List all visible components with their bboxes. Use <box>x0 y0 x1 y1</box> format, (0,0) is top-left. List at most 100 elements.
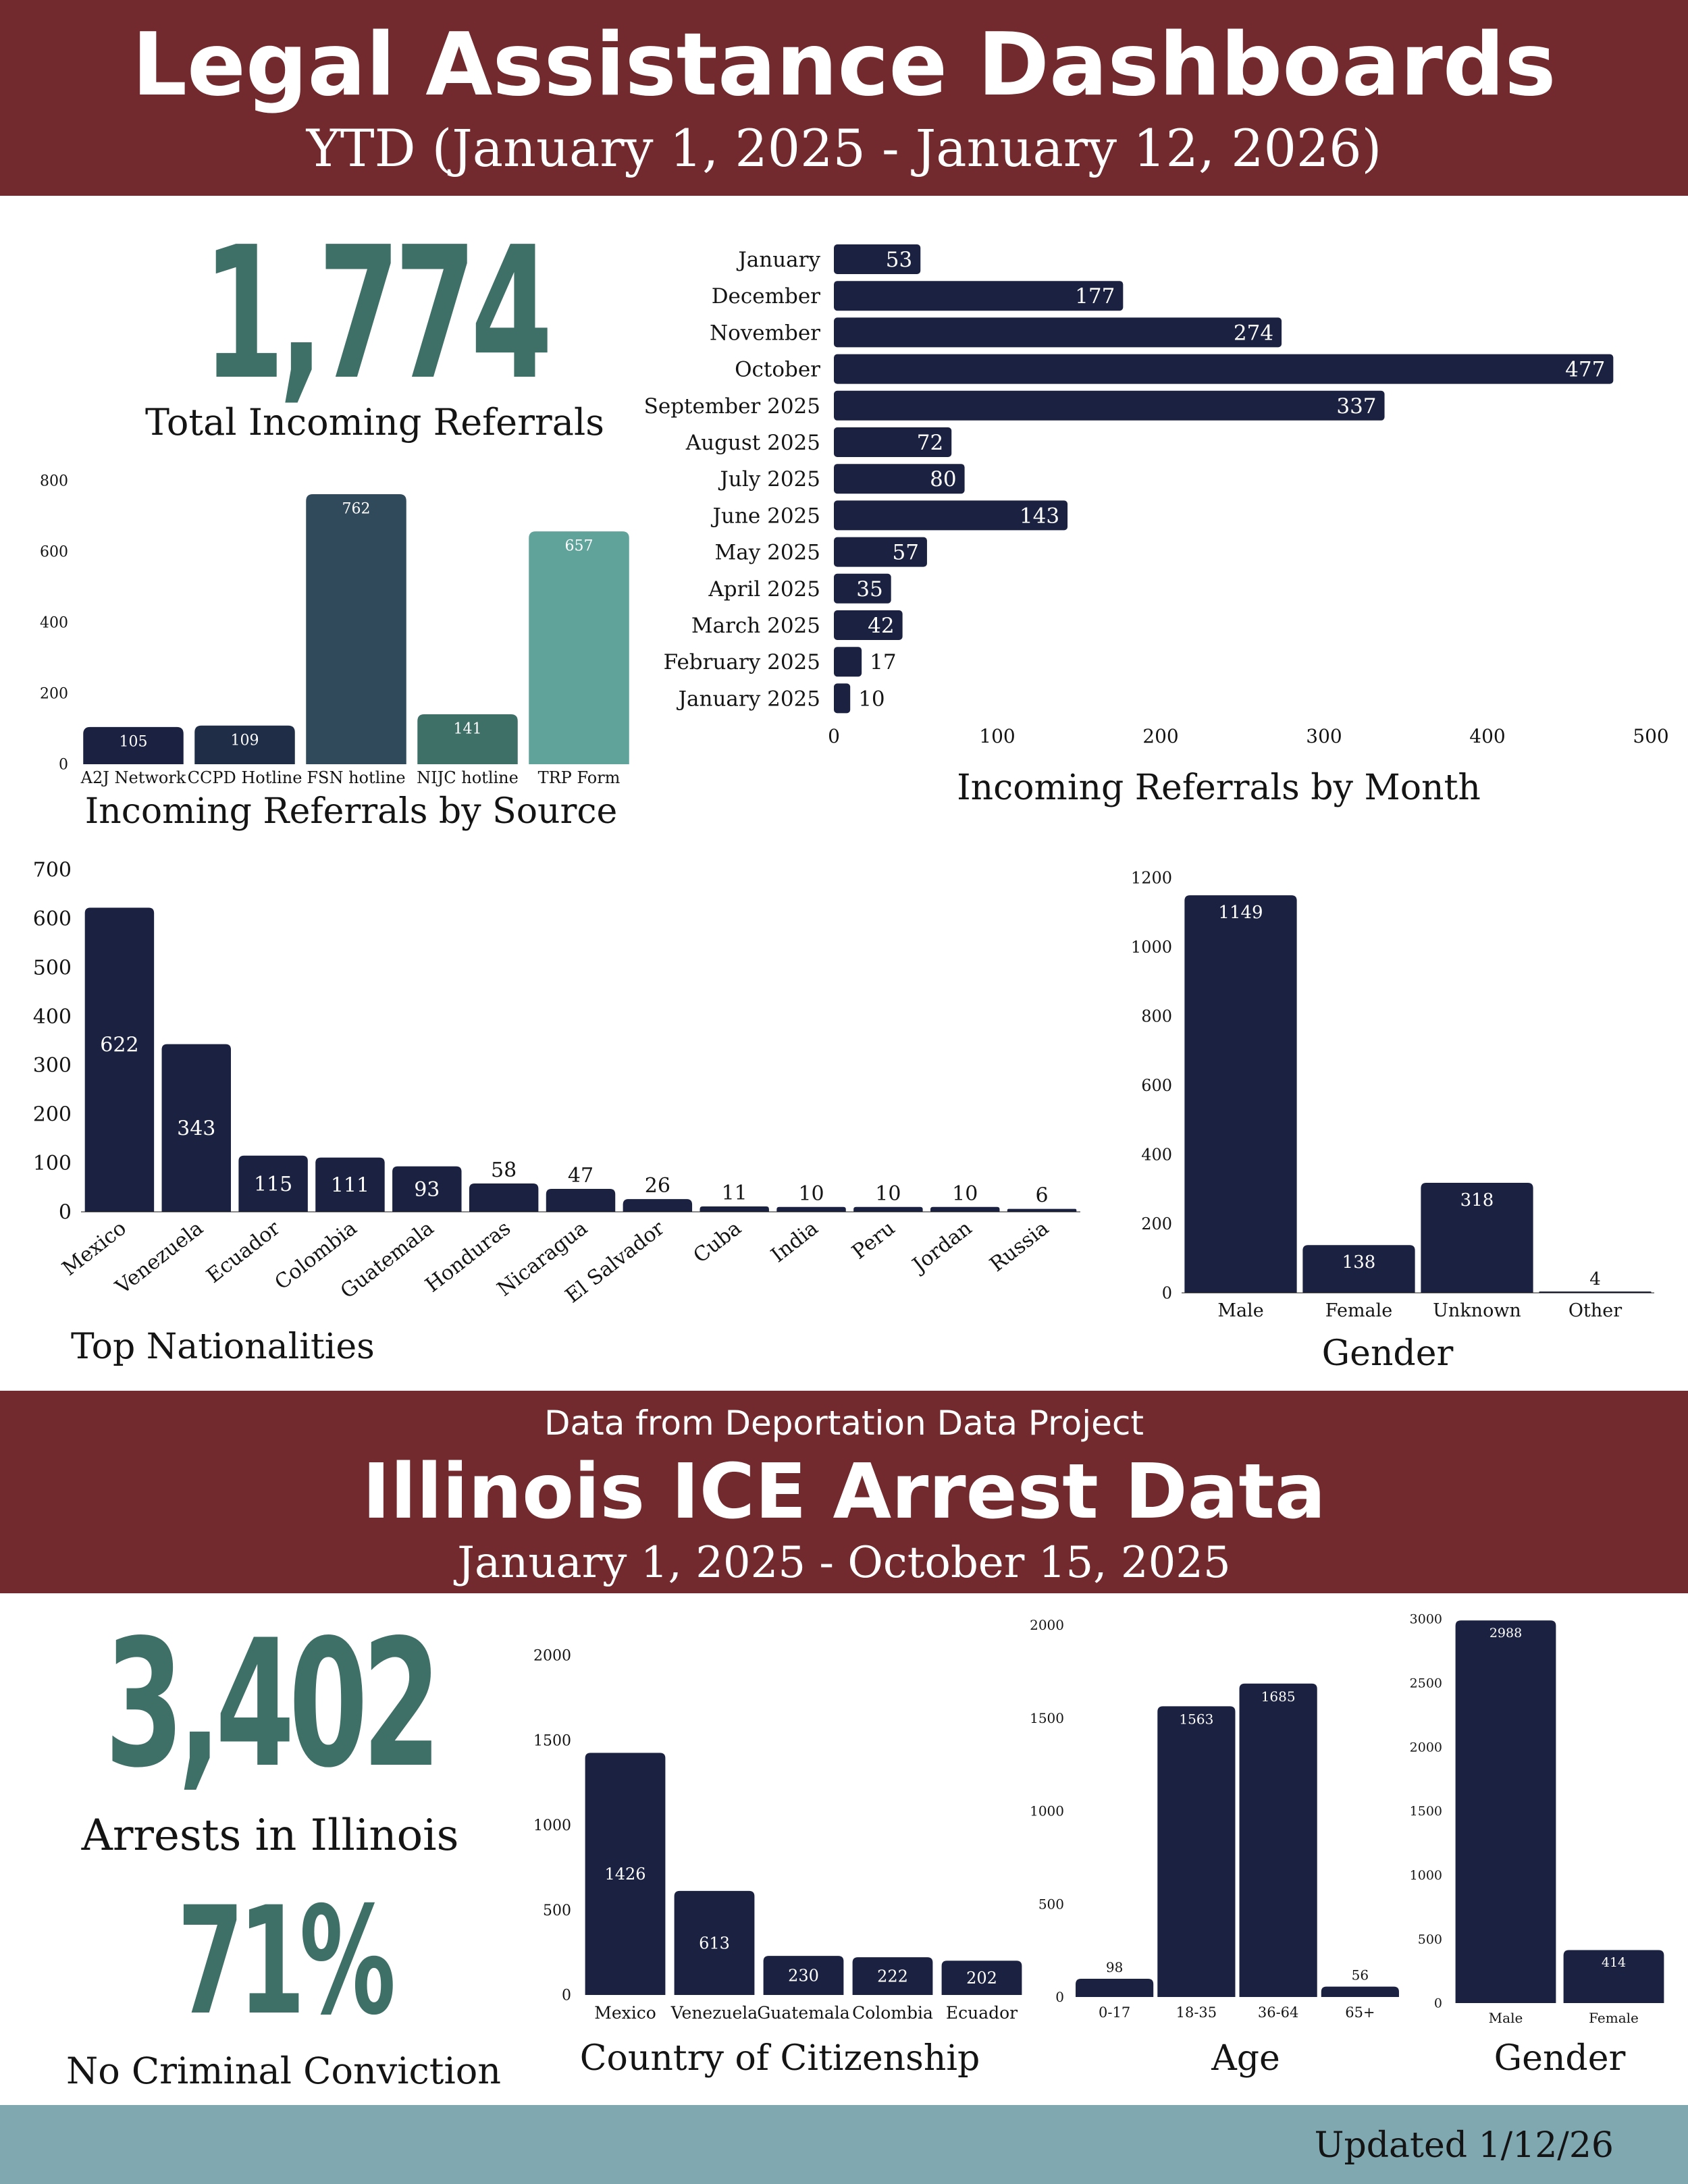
arrest_age-bar-65 <box>1321 1986 1399 1997</box>
country_of_citizenship-value-mexico: 1426 <box>604 1865 645 1884</box>
top_nationalities-value-colombia: 111 <box>331 1173 369 1197</box>
arrest_age-ytick-1500: 1500 <box>1030 1710 1064 1726</box>
top_nationalities-bar-india <box>776 1206 846 1212</box>
arrest_gender-ytick-2500: 2500 <box>1410 1676 1442 1690</box>
total-referrals-value: 1,774 <box>202 207 553 420</box>
arrest_gender-ytick-0: 0 <box>1434 1996 1442 2011</box>
referrals_by_source-cat-nijc-hotline: NIJC hotline <box>417 768 519 787</box>
referrals_by_source-ytick-200: 200 <box>40 686 68 703</box>
referrals_by_month-value-march-2025: 42 <box>868 614 894 638</box>
referrals-by-source-title: Incoming Referrals by Source <box>84 791 618 832</box>
arrest_gender-ytick-2000: 2000 <box>1410 1740 1442 1755</box>
arrest_age-bar-18-35 <box>1157 1706 1236 1997</box>
arrest_age-value-0-17: 98 <box>1106 1959 1123 1975</box>
referrals_by_month-cat-august-2025: August 2025 <box>685 431 820 455</box>
country_of_citizenship-value-ecuador: 202 <box>966 1969 997 1988</box>
top_nationalities-ytick-600: 600 <box>33 907 72 931</box>
referral_gender-cat-other: Other <box>1568 1300 1622 1321</box>
top_nationalities-bar-ecuador <box>238 1155 308 1212</box>
top_nationalities-value-india: 10 <box>798 1182 824 1206</box>
arrest_age-cat-36-64: 36-64 <box>1258 2004 1299 2021</box>
arrest_gender-ytick-1500: 1500 <box>1410 1804 1442 1819</box>
referrals_by_source-bar-trp-form <box>529 531 629 764</box>
top_nationalities-bar-russia <box>1007 1208 1077 1212</box>
top_nationalities-bar-guatemala <box>392 1166 462 1212</box>
referrals_by_month-cat-november: November <box>710 321 820 345</box>
referrals_by_month-bar-july-2025 <box>834 464 965 494</box>
referrals_by_month-value-may-2025: 57 <box>892 541 918 565</box>
arrest_age-bar-36-64 <box>1239 1683 1317 1997</box>
referrals_by_source-ytick-0: 0 <box>59 757 68 774</box>
arrest_age-ytick-0: 0 <box>1055 1989 1064 2005</box>
arrest_gender-bar-female <box>1563 1950 1664 2003</box>
referrals_by_source-cat-fsn-hotline: FSN hotline <box>307 768 405 787</box>
header-band: Legal Assistance Dashboards YTD (January… <box>0 0 1688 196</box>
referrals_by_month-bar-january-2025 <box>834 683 851 714</box>
referrals_by_source-bar-nijc-hotline <box>417 714 518 764</box>
referrals_by_month-cat-march-2025: March 2025 <box>691 614 820 638</box>
page-subtitle: YTD (January 1, 2025 - January 12, 2026) <box>306 118 1382 178</box>
referral_gender-bar-female <box>1302 1245 1415 1293</box>
top_nationalities-ytick-0: 0 <box>59 1201 72 1225</box>
top_nationalities-value-mexico: 622 <box>100 1034 138 1057</box>
chart-country-of-citizenship: 0 500 1000 1500 2000 1426 Mexico 613 Venezuela 23… <box>533 1648 1022 2079</box>
arrest_gender-title: Gender <box>1494 2038 1626 2079</box>
country_of_citizenship-bar-colombia <box>852 1957 933 1995</box>
referrals_by_source-ytick-400: 400 <box>40 615 68 632</box>
referral_gender-ytick-0: 0 <box>1162 1283 1172 1302</box>
total-referrals-label: Total Incoming Referrals <box>145 401 604 444</box>
referrals_by_month-xtick-300: 300 <box>1306 725 1342 747</box>
top_nationalities-bar-honduras <box>469 1183 539 1212</box>
referrals_by_source-value-ccpd-hotline: 109 <box>231 732 259 749</box>
top_nationalities-bar-jordan <box>930 1206 1000 1212</box>
arrest_gender-value-female: 414 <box>1602 1955 1626 1970</box>
country_of_citizenship-ytick-1500: 1500 <box>533 1732 571 1749</box>
referrals_by_month-xtick-400: 400 <box>1469 725 1505 747</box>
referrals_by_source-cat-trp-form: TRP Form <box>538 768 621 787</box>
arrest_age-cat-0-17: 0-17 <box>1099 2004 1130 2021</box>
referrals_by_month-cat-january-2025: January 2025 <box>677 687 820 711</box>
referrals_by_month-bar-march-2025 <box>834 610 903 640</box>
referral_gender-bar-unknown <box>1421 1183 1533 1293</box>
referrals_by_source-value-a2j-network: 105 <box>120 733 148 750</box>
referrals_by_month-cat-february-2025: February 2025 <box>664 650 820 674</box>
arrest_age-cat-18-35: 18-35 <box>1176 2004 1217 2021</box>
country_of_citizenship-ytick-1000: 1000 <box>533 1817 571 1834</box>
top_nationalities-value-nicaragua: 47 <box>568 1164 594 1188</box>
top_nationalities-ytick-100: 100 <box>33 1152 72 1175</box>
country_of_citizenship-cat-colombia: Colombia <box>852 2003 933 2023</box>
top_nationalities-ytick-200: 200 <box>33 1103 72 1127</box>
arrest_age-ytick-2000: 2000 <box>1030 1617 1064 1633</box>
top_nationalities-value-cuba: 11 <box>722 1181 747 1205</box>
referrals_by_month-xtick-200: 200 <box>1142 725 1178 747</box>
referrals_by_month-cat-january: January <box>736 248 820 272</box>
country_of_citizenship-ytick-2000: 2000 <box>533 1648 571 1665</box>
top_nationalities-value-honduras: 58 <box>491 1158 517 1182</box>
referral_gender-cat-female: Female <box>1325 1300 1393 1321</box>
referrals_by_month-bar-august-2025 <box>834 427 952 457</box>
referrals_by_month-value-october: 477 <box>1565 358 1605 382</box>
arrest_age-ytick-1000: 1000 <box>1030 1803 1064 1819</box>
referrals_by_source-value-nijc-hotline: 141 <box>454 721 482 738</box>
arrest_gender-bar-male <box>1455 1620 1556 2003</box>
referral_gender-bar-male <box>1184 895 1297 1293</box>
top_nationalities-cat-peru: Peru <box>847 1217 899 1264</box>
referrals_by_month-cat-may-2025: May 2025 <box>715 541 820 565</box>
referrals_by_month-value-february-2025: 17 <box>870 650 896 674</box>
referral_gender-bar-other <box>1539 1291 1652 1293</box>
arrest_gender-cat-female: Female <box>1589 2010 1639 2026</box>
chart-referrals-by-source: 0 200 400 600 800 105 A2J Network 109 CCPD Hotli… <box>40 473 629 787</box>
referrals_by_month-value-june-2025: 143 <box>1020 504 1059 528</box>
referrals_by_month-value-august-2025: 72 <box>917 431 943 455</box>
country_of_citizenship-cat-guatemala: Guatemala <box>757 2003 849 2023</box>
referral_gender-value-other: 4 <box>1589 1269 1601 1289</box>
country_of_citizenship-cat-mexico: Mexico <box>594 2003 656 2023</box>
referrals_by_month-value-september-2025: 337 <box>1336 394 1376 419</box>
referrals_by_source-ytick-800: 800 <box>40 473 68 490</box>
top_nationalities-cat-india: India <box>767 1217 823 1268</box>
referrals_by_month-cat-april-2025: April 2025 <box>708 577 820 602</box>
chart-arrest-age: 0 500 1000 1500 2000 98 0-17 1563 18-35 1685 36-64… <box>1030 1617 1399 2079</box>
referrals_by_month-cat-june-2025: June 2025 <box>711 504 820 528</box>
top_nationalities-value-ecuador: 115 <box>254 1173 292 1196</box>
referrals_by_month-value-april-2025: 35 <box>856 577 882 602</box>
